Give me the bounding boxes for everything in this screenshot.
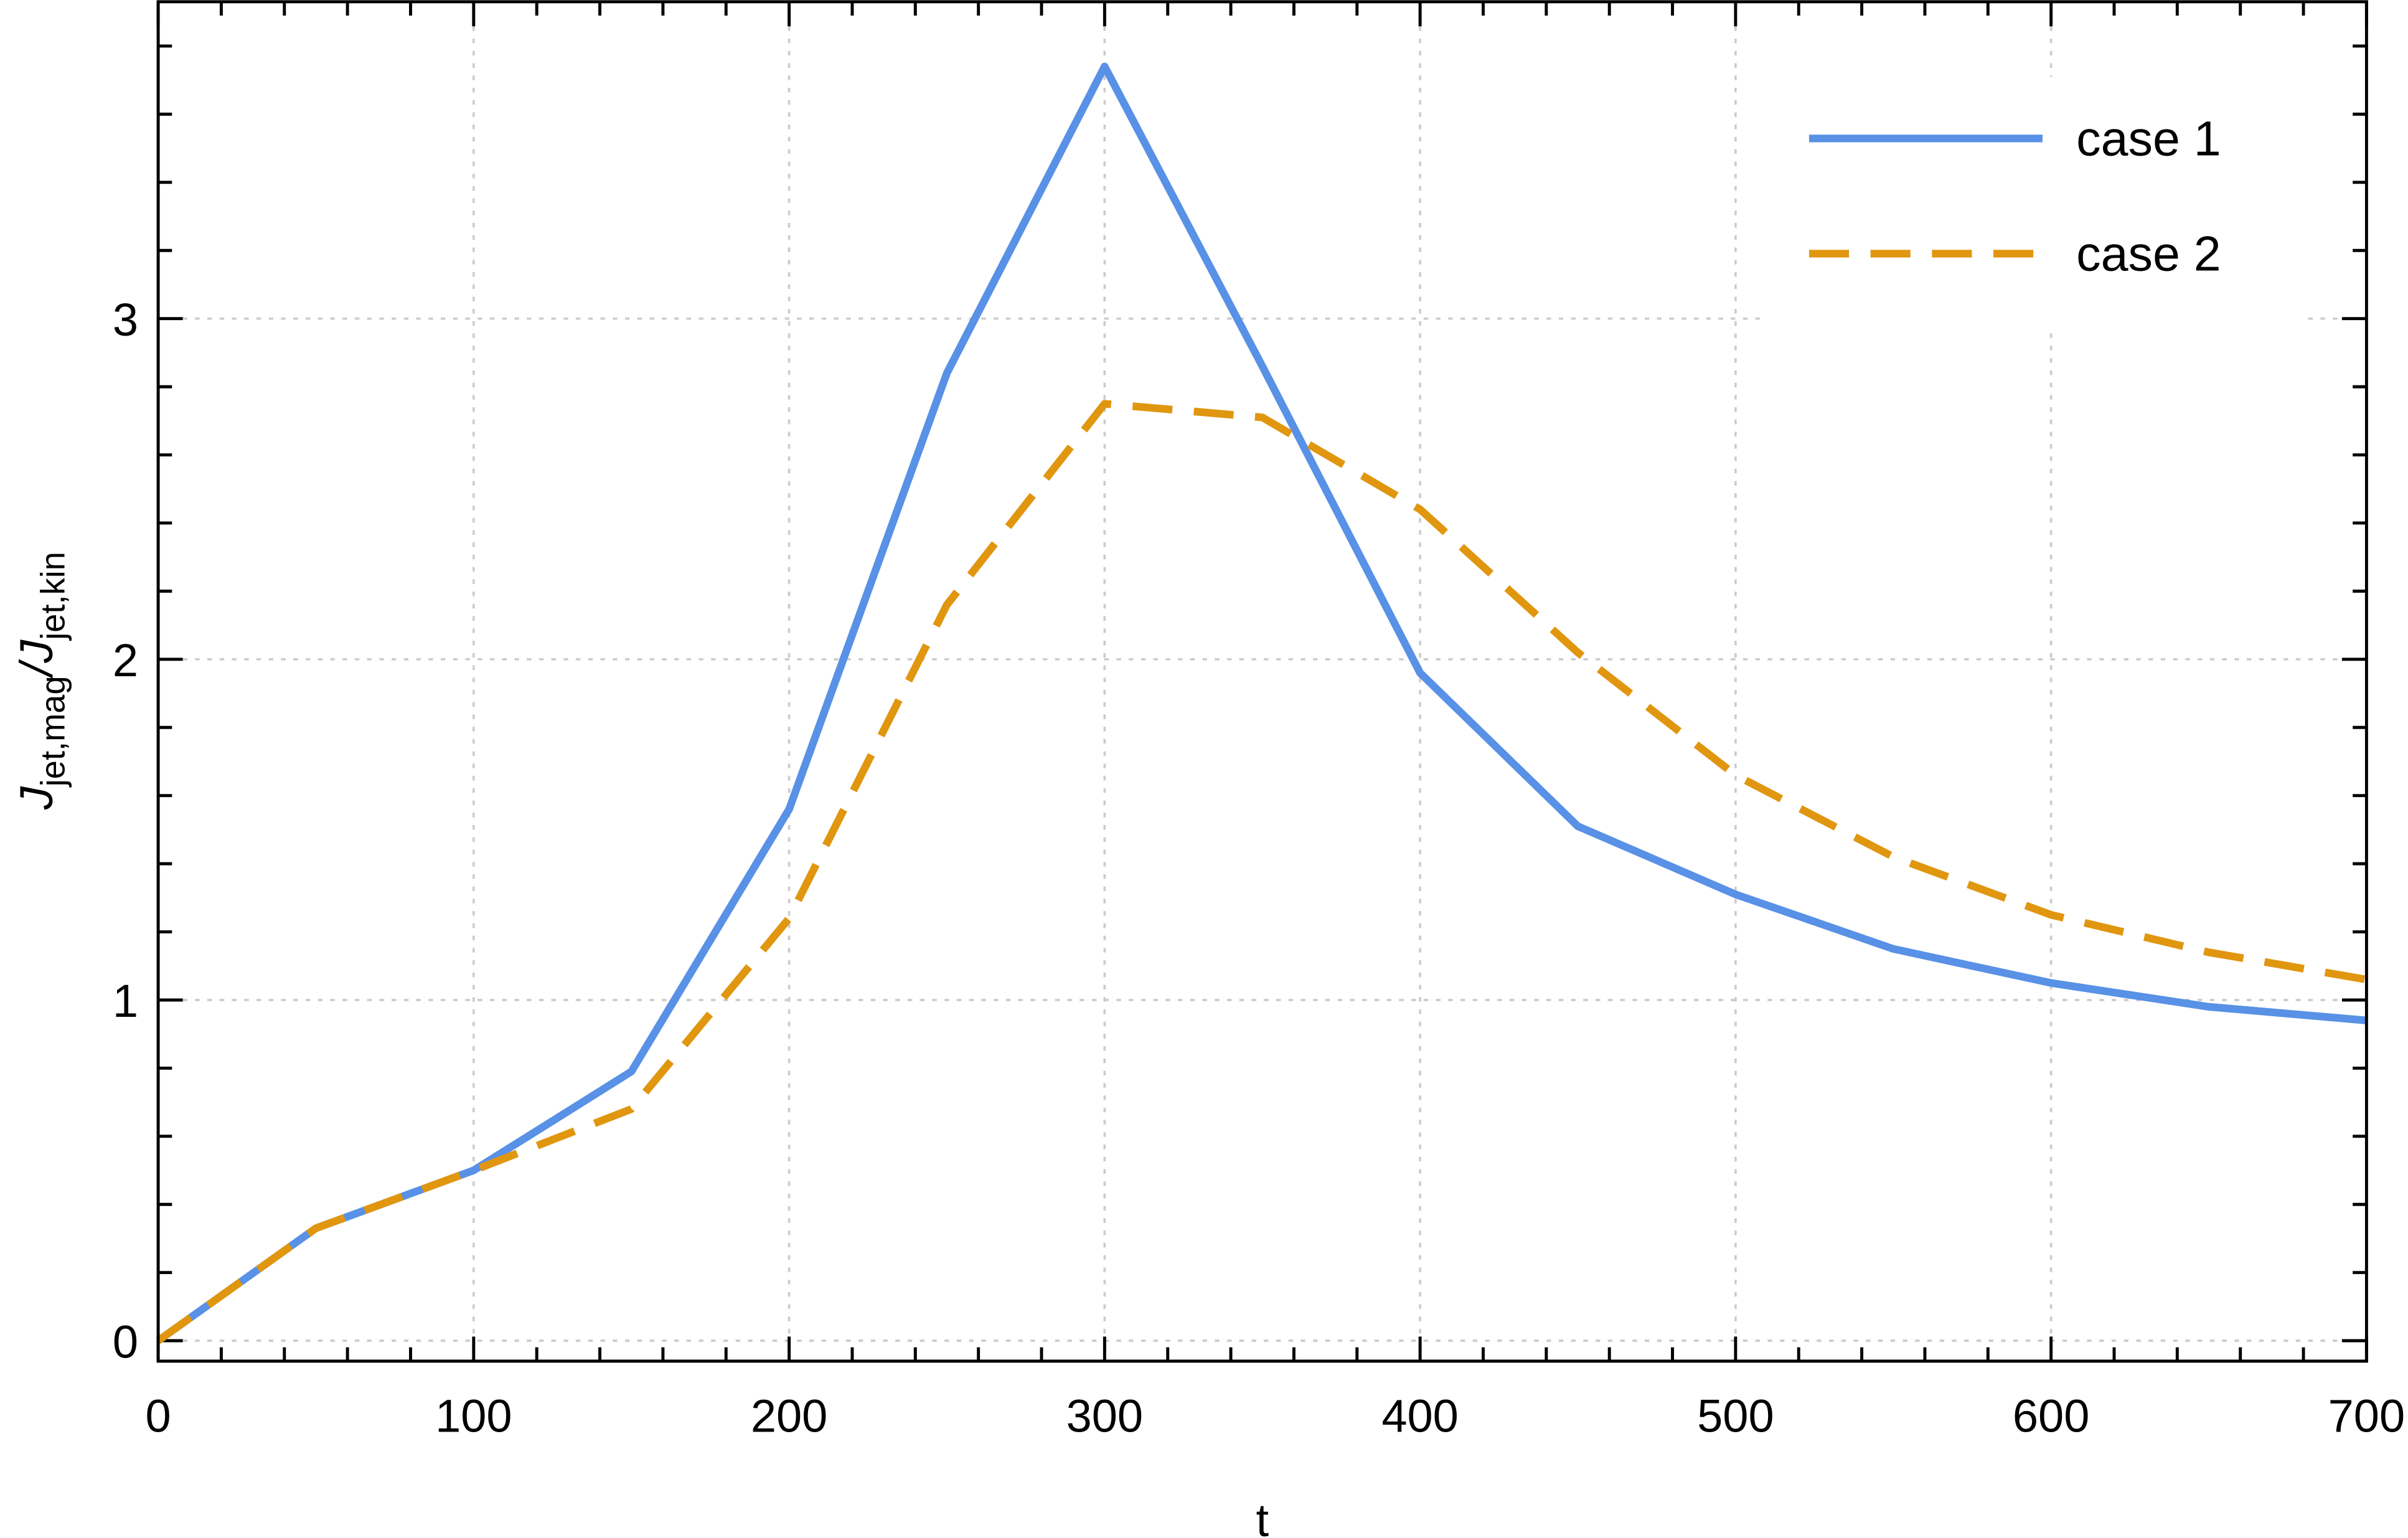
x-tick-label: 300 <box>1066 1390 1143 1441</box>
series-line-2 <box>156 400 2368 1344</box>
x-tick-label: 500 <box>1697 1390 1774 1441</box>
legend: case 1 case 2 <box>1766 77 2304 331</box>
y-tick-label: 1 <box>113 975 138 1027</box>
x-tick-label: 600 <box>2013 1390 2089 1441</box>
legend-label-2: case 2 <box>2076 227 2221 281</box>
x-tick-label: 700 <box>2328 1390 2405 1441</box>
x-tick-label: 400 <box>1381 1390 1458 1441</box>
tick-labels: 0 100 200 300 400 500 600 700 0 1 2 3 <box>113 294 2405 1442</box>
grid <box>158 1 2367 1361</box>
series-lines <box>156 62 2368 1344</box>
x-tick-label: 100 <box>435 1390 512 1441</box>
x-tick-label: 0 <box>146 1390 171 1441</box>
y-tick-label: 0 <box>113 1316 138 1367</box>
plot-frame <box>156 0 2368 1363</box>
y-axis-label: Jjet,mag/Jjet,kin <box>11 552 72 810</box>
y-tick-label: 3 <box>113 294 138 346</box>
x-tick-label: 200 <box>751 1390 827 1441</box>
series-line-1 <box>156 62 2367 1344</box>
y-tick-label: 2 <box>113 635 138 686</box>
x-axis-label: t <box>1256 1494 1269 1538</box>
legend-background <box>1766 77 2304 331</box>
legend-label-1: case 1 <box>2076 111 2221 166</box>
